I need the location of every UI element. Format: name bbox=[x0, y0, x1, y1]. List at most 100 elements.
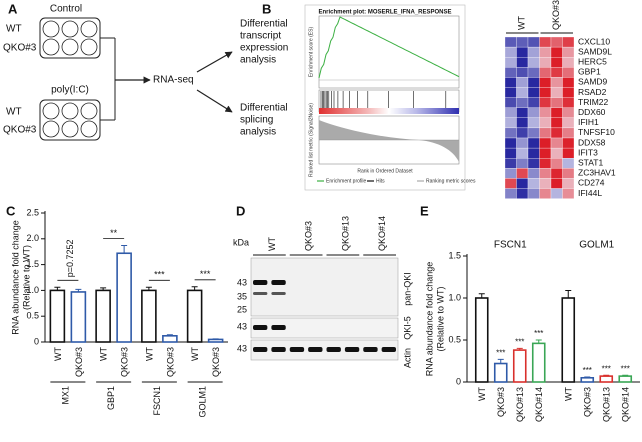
heatmap-cell bbox=[550, 137, 563, 149]
heatmap-cell bbox=[539, 77, 552, 88]
blot-band bbox=[253, 347, 268, 352]
bar bbox=[116, 252, 132, 343]
marker-label: 43 bbox=[237, 343, 247, 353]
error-bar bbox=[622, 374, 629, 377]
bar bbox=[162, 335, 178, 343]
heatmap-cell bbox=[539, 97, 552, 108]
heatmap-cell bbox=[539, 36, 552, 48]
y-tick-label: 1.5 bbox=[26, 259, 39, 269]
heatmap-cell bbox=[562, 158, 575, 169]
panel-label: E bbox=[420, 203, 429, 218]
heatmap-cell bbox=[504, 107, 517, 118]
y-tick-label: 0 bbox=[456, 376, 461, 386]
blot-band bbox=[308, 347, 323, 352]
heatmap-cell bbox=[539, 188, 552, 199]
well bbox=[61, 102, 79, 120]
blot-band bbox=[253, 280, 268, 285]
well bbox=[42, 38, 60, 56]
heatmap-cell bbox=[550, 168, 563, 179]
heatmap-cell bbox=[527, 188, 540, 199]
heatmap-cell bbox=[562, 57, 575, 68]
x-tick-label: QKO#3 bbox=[583, 387, 593, 417]
plate-row-label: WT bbox=[6, 24, 22, 35]
heatmap-cell bbox=[562, 188, 575, 199]
significance-label: *** bbox=[515, 338, 524, 347]
category-label: GBP1 bbox=[106, 386, 116, 410]
y-axis-title: (Relative to WT) bbox=[21, 245, 31, 310]
x-tick-label: WT bbox=[477, 387, 487, 401]
error-bar bbox=[212, 338, 219, 340]
blot-band bbox=[253, 325, 268, 330]
y-axis-title: RNA abundance fold change bbox=[424, 262, 434, 377]
blot-band bbox=[289, 347, 305, 352]
bar bbox=[141, 289, 157, 343]
error-bar bbox=[603, 374, 610, 377]
significance-label: *** bbox=[154, 270, 165, 280]
blot-band bbox=[363, 347, 378, 352]
well bbox=[61, 38, 79, 56]
well bbox=[80, 38, 98, 56]
gene-label: HERC5 bbox=[578, 57, 607, 67]
heatmap-cell bbox=[550, 188, 563, 199]
error-bar bbox=[100, 287, 107, 291]
significance-label: *** bbox=[621, 364, 630, 373]
heatmap-cell bbox=[527, 77, 540, 88]
gene-label: RSAD2 bbox=[578, 87, 607, 97]
gsea-axis-title: Rank in Ordered Dataset bbox=[357, 168, 413, 174]
y-tick-label: 0 bbox=[34, 336, 39, 346]
heatmap-cell bbox=[504, 67, 517, 78]
output-text: expression bbox=[240, 43, 288, 54]
antibody-label: pan-QKI bbox=[402, 272, 412, 306]
heatmap-cell bbox=[539, 147, 552, 159]
heatmap-cell bbox=[527, 117, 540, 129]
heatmap-cell bbox=[550, 87, 563, 98]
x-tick-label: QKO#3 bbox=[165, 347, 175, 377]
heatmap-cell bbox=[504, 57, 517, 68]
heatmap-cell bbox=[516, 117, 529, 129]
well bbox=[61, 120, 79, 138]
error-bar bbox=[75, 288, 82, 292]
heatmap-cell bbox=[550, 158, 563, 169]
blot-panel bbox=[250, 317, 399, 339]
heatmap-cell bbox=[550, 178, 563, 189]
heatmap-cell bbox=[539, 137, 552, 149]
heatmap-cell bbox=[504, 168, 517, 179]
heatmap-cell bbox=[539, 46, 552, 58]
x-tick-label: QKO#3 bbox=[211, 347, 221, 377]
x-tick-label: QKO#3 bbox=[120, 347, 130, 377]
arrow bbox=[196, 89, 233, 113]
heatmap-cell bbox=[504, 158, 517, 169]
significance-label: *** bbox=[583, 366, 592, 375]
blot-band bbox=[271, 292, 286, 295]
x-tick-label: QKO#3 bbox=[74, 347, 84, 377]
heatmap-cell bbox=[516, 46, 529, 58]
y-tick-label: 0.5 bbox=[26, 311, 39, 321]
gene-label: CD274 bbox=[578, 178, 605, 188]
bar bbox=[186, 289, 203, 343]
heatmap-cell bbox=[504, 127, 517, 139]
heatmap-cell bbox=[562, 107, 575, 118]
heatmap-cell bbox=[527, 107, 540, 118]
heatmap-cell bbox=[562, 77, 575, 88]
heatmap-cell bbox=[504, 46, 517, 58]
bar bbox=[561, 297, 576, 383]
heatmap-group-label: WT bbox=[517, 16, 527, 30]
well bbox=[80, 120, 98, 138]
heatmap-cell bbox=[516, 137, 529, 149]
significance-label: *** bbox=[602, 364, 611, 373]
bar bbox=[49, 289, 66, 343]
error-bar bbox=[565, 289, 572, 298]
heatmap-cell bbox=[562, 147, 575, 159]
heatmap-cell bbox=[539, 158, 552, 169]
lane-label: QKO#14 bbox=[377, 216, 387, 251]
gene-label: DDX60 bbox=[578, 107, 606, 117]
gsea-axis-title: Ranked list metric (Signal2Noise) bbox=[308, 103, 314, 177]
heatmap-cell bbox=[550, 77, 563, 88]
category-label: MX1 bbox=[60, 386, 70, 405]
y-axis-title: (Relative to WT) bbox=[435, 286, 445, 351]
gene-label: ZC3HAV1 bbox=[578, 168, 616, 178]
output-text: analysis bbox=[240, 55, 276, 66]
heatmap-cell bbox=[539, 127, 552, 139]
output-text: transcript bbox=[240, 31, 281, 42]
